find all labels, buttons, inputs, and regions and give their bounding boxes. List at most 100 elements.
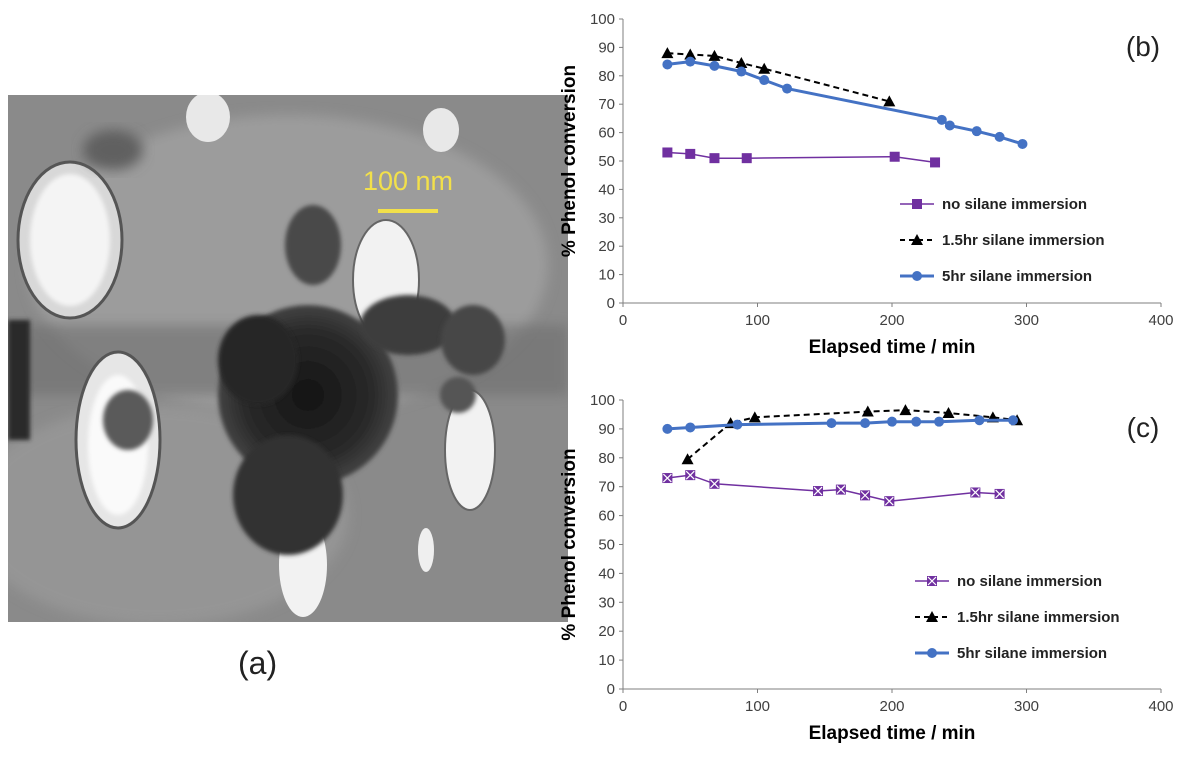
- chart-b-data-point: [971, 126, 982, 137]
- chart-b-series-2: [661, 47, 896, 107]
- chart-b-data-point: [883, 95, 896, 107]
- chart-b-data-point: [708, 49, 721, 61]
- chart-c-legend-label: no silane immersion: [957, 573, 1102, 590]
- chart-b-data-point: [944, 120, 955, 131]
- chart-c-y-label: % Phenol conversion: [559, 448, 580, 640]
- chart-c-data-point-cross: [970, 488, 980, 497]
- chart-c-data-point: [748, 411, 761, 423]
- chart-b-data-point: [685, 148, 696, 159]
- chart-c-legend-entry: 1.5hr silane immersion: [915, 609, 1120, 626]
- panel-a-label: (a): [238, 645, 278, 681]
- chart-c-y-tick-label: 50: [598, 537, 615, 554]
- chart-c-data-point: [911, 416, 922, 427]
- chart-c-y-tick-label: 30: [598, 594, 615, 611]
- chart-c-data-point-cross: [710, 479, 719, 489]
- chart-b-x-tick-label: 200: [879, 312, 904, 329]
- chart-b-x-tick-label: 100: [745, 312, 770, 329]
- chart-b-svg: 0 10 20 30 40 50 60 70 80 90 100 0 100 200 300 400 Elaps…: [559, 11, 1174, 358]
- chart-b-data-point: [889, 151, 900, 162]
- chart-b-legend-label: 1.5hr silane immersion: [942, 232, 1105, 249]
- chart-b-data-point: [741, 153, 752, 164]
- chart-c-data-point-cross: [995, 489, 1005, 499]
- chart-b-data-point: [759, 75, 770, 86]
- chart-c-data-point-cross: [662, 473, 672, 483]
- chart-b-x-tick-label: 0: [619, 312, 627, 329]
- chart-c-legend-marker: [927, 648, 937, 658]
- chart-b-y-label: % Phenol conversion: [559, 65, 580, 257]
- chart-c-data-point: [974, 415, 985, 426]
- chart-c-data-point: [685, 422, 696, 433]
- chart-b-data-point: [994, 131, 1005, 142]
- chart-c-data-point: [887, 416, 897, 427]
- chart-b-data-point: [782, 83, 793, 94]
- chart-b-legend-entry: 5hr silane immersion: [900, 268, 1092, 285]
- chart-b-x-label: Elapsed time / min: [809, 337, 976, 358]
- chart-c-data-point: [860, 418, 871, 429]
- chart-b-y-tick-label: 70: [598, 96, 615, 113]
- chart-c-x-tick-label: 300: [1014, 698, 1039, 715]
- chart-c-data-point-cross: [685, 470, 695, 480]
- tem-image: 100 nm: [8, 95, 568, 622]
- chart-c-data-point: [861, 405, 874, 417]
- chart-b-y-tick-label: 80: [598, 68, 615, 85]
- chart-b-data-point: [735, 57, 748, 69]
- chart-b-legend-entry: 1.5hr silane immersion: [900, 232, 1105, 249]
- chart-c-series-line: [667, 418, 1014, 431]
- chart-b-legend-marker: [912, 199, 922, 209]
- chart-b-legend-entry: no silane immersion: [900, 196, 1087, 213]
- chart-c-legend-marker-cross: [927, 576, 937, 586]
- chart-c-series-line: [686, 409, 1018, 460]
- chart-c-series-1: [662, 470, 1005, 507]
- scale-bar-text: 100 nm: [363, 166, 453, 196]
- chart-b-series-3: [662, 56, 1028, 149]
- chart-c-data-point: [681, 453, 694, 465]
- chart-b-data-point: [662, 147, 673, 158]
- chart-b-legend-label: 5hr silane immersion: [942, 268, 1092, 285]
- chart-c-y-tick-label: 20: [598, 623, 615, 640]
- tem-micrograph: 100 nm: [8, 95, 568, 622]
- chart-c-data-point-cross: [884, 496, 894, 506]
- chart-c-y-tick-label: 90: [598, 421, 615, 438]
- chart-b-y-tick-label: 100: [590, 11, 615, 28]
- chart-b-x-tick-label: 300: [1014, 312, 1039, 329]
- chart-c-x-tick-label: 400: [1148, 698, 1173, 715]
- chart-c-data-point: [826, 418, 837, 429]
- chart-c-legend-label: 1.5hr silane immersion: [957, 609, 1120, 626]
- chart-c-y-tick-label: 100: [590, 392, 615, 409]
- chart-c-data-point: [942, 407, 955, 419]
- chart-b-data-point: [662, 59, 673, 70]
- chart-b-y-tick-label: 0: [607, 295, 615, 312]
- chart-c-y-tick-label: 80: [598, 450, 615, 467]
- chart-b-data-point: [709, 153, 720, 164]
- chart-c-data-point-cross: [813, 486, 823, 496]
- chart-c-legend-label: 5hr silane immersion: [957, 645, 1107, 662]
- chart-c: 0 10 20 30 40 50 60 70 80 90 100 0 100 200 300 400 Elaps…: [555, 385, 1187, 758]
- chart-b-y-tick-label: 90: [598, 39, 615, 56]
- chart-b-series-1: [662, 147, 941, 168]
- scale-bar: [378, 209, 438, 213]
- chart-b-y-tick-label: 10: [598, 267, 615, 284]
- chart-c-legend-marker: [926, 611, 938, 622]
- chart-b-y-tick-label: 50: [598, 153, 615, 170]
- chart-b-data-point: [684, 48, 697, 60]
- chart-b-data-point: [758, 62, 771, 74]
- chart-c-y-tick-label: 40: [598, 565, 615, 582]
- chart-b-data-point: [936, 114, 947, 125]
- chart-b-data-point: [736, 66, 747, 77]
- chart-c-svg: 0 10 20 30 40 50 60 70 80 90 100 0 100 200 300 400 Elaps…: [559, 392, 1174, 744]
- chart-b-series-line: [667, 52, 890, 103]
- chart-c-y-tick-label: 60: [598, 508, 615, 525]
- chart-c-x-tick-label: 200: [879, 698, 904, 715]
- chart-b-y-tick-label: 60: [598, 125, 615, 142]
- chart-c-data-point: [732, 419, 743, 430]
- chart-c-y-tick-label: 0: [607, 681, 615, 698]
- chart-c-x-tick-label: 100: [745, 698, 770, 715]
- chart-c-x-label: Elapsed time / min: [809, 723, 976, 744]
- chart-c-data-point-cross: [860, 490, 870, 500]
- chart-b-data-point: [685, 56, 696, 67]
- chart-c-data-point: [934, 416, 945, 427]
- chart-b-legend-label: no silane immersion: [942, 196, 1087, 213]
- chart-c-legend-entry: 5hr silane immersion: [915, 645, 1107, 662]
- chart-c-series-3: [662, 415, 1019, 434]
- chart-b-data-point: [930, 157, 941, 168]
